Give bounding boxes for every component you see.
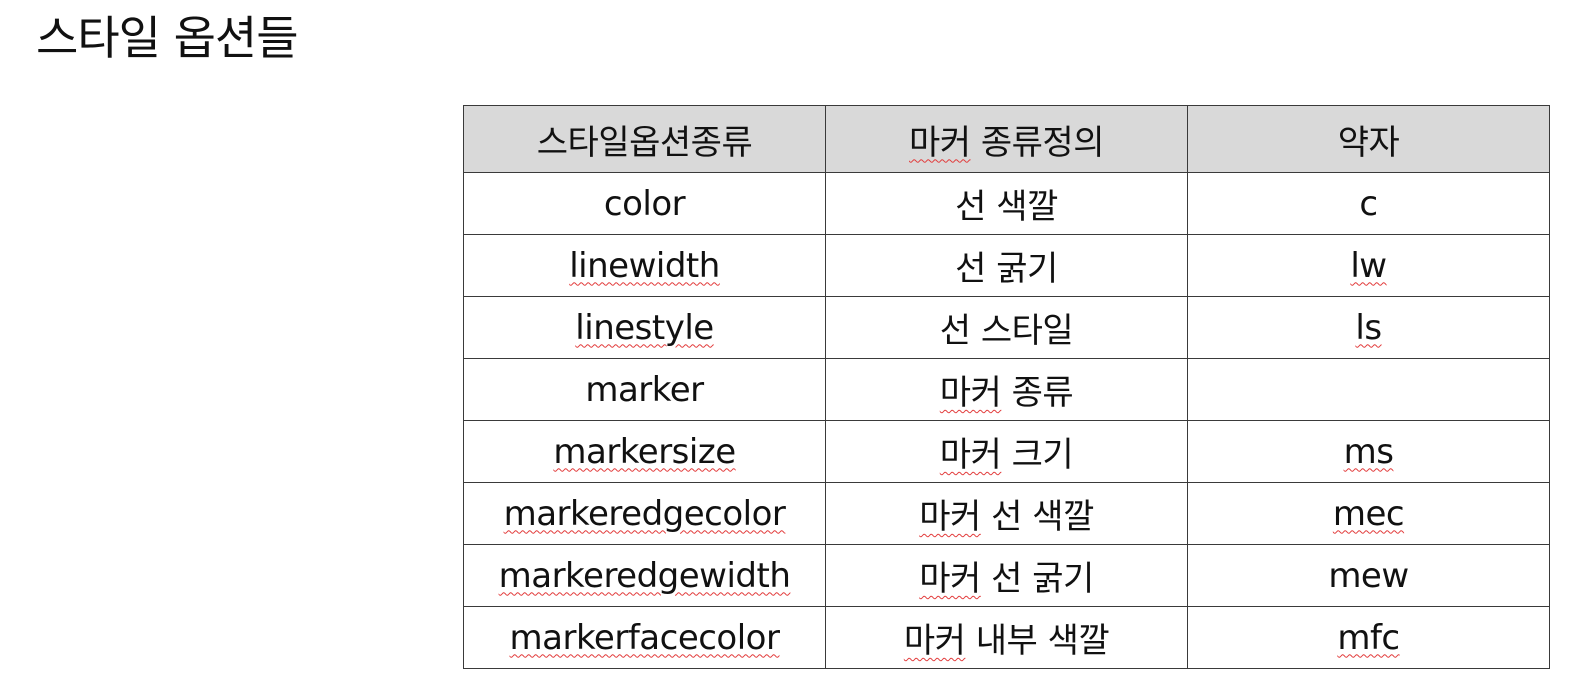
abbreviation-cell xyxy=(1187,358,1550,421)
option-name-cell: color xyxy=(463,172,826,235)
style-options-table: 스타일옵션종류 마커 종류정의 약자 color 선 색깔 c linewidt… xyxy=(463,105,1550,669)
abbreviation-cell: mew xyxy=(1187,544,1550,607)
table-row: markeredgecolor 마커 선 색깔 mec xyxy=(463,482,1550,545)
header-abbreviation: 약자 xyxy=(1187,105,1550,173)
option-name-cell: markeredgewidth xyxy=(463,544,826,607)
marker-word: 마커 xyxy=(919,497,981,537)
description-rest: 내부 색깔 xyxy=(975,621,1110,661)
description-cell: 마커 크기 xyxy=(825,420,1188,483)
abbreviation-cell: mfc xyxy=(1187,606,1550,669)
description-rest: 크기 xyxy=(1011,435,1074,475)
abbreviation-cell: ms xyxy=(1187,420,1550,483)
header-style-option-type: 스타일옵션종류 xyxy=(463,105,826,173)
description-rest: 선 색깔 xyxy=(991,497,1094,537)
marker-word: 마커 xyxy=(939,373,1002,413)
description-cell: 선 색깔 xyxy=(825,172,1188,235)
abbreviation-cell: lw xyxy=(1187,234,1550,297)
description-cell: 선 스타일 xyxy=(825,296,1188,359)
option-name-cell: linewidth xyxy=(463,234,826,297)
abbreviation-cell: c xyxy=(1187,172,1550,235)
option-name-cell: linestyle xyxy=(463,296,826,359)
description-cell: 마커 종류 xyxy=(825,358,1188,421)
table-row: linestyle 선 스타일 ls xyxy=(463,296,1550,359)
marker-word: 마커 xyxy=(903,621,966,661)
table-row: markeredgewidth 마커 선 굵기 mew xyxy=(463,544,1550,607)
description-rest: 종류 xyxy=(1011,373,1074,413)
table-row: linewidth 선 굵기 lw xyxy=(463,234,1550,297)
abbreviation-cell: ls xyxy=(1187,296,1550,359)
table-body: color 선 색깔 c linewidth 선 굵기 lw linestyle… xyxy=(463,172,1550,669)
description-cell: 선 굵기 xyxy=(825,234,1188,297)
header-marker-word: 마커 xyxy=(909,122,971,163)
option-name-cell: markersize xyxy=(463,420,826,483)
page-title: 스타일 옵션들 xyxy=(36,11,299,65)
table-row: marker 마커 종류 xyxy=(463,358,1550,421)
description-cell: 마커 선 색깔 xyxy=(825,482,1188,545)
header-marker-type-definition: 마커 종류정의 xyxy=(825,105,1188,173)
description-cell: 마커 선 굵기 xyxy=(825,544,1188,607)
marker-word: 마커 xyxy=(919,559,981,599)
option-name-cell: marker xyxy=(463,358,826,421)
description-cell: 마커 내부 색깔 xyxy=(825,606,1188,669)
option-name-cell: markeredgecolor xyxy=(463,482,826,545)
marker-word: 마커 xyxy=(939,435,1002,475)
table-row: markerfacecolor 마커 내부 색깔 mfc xyxy=(463,606,1550,669)
header-marker-type-rest: 종류정의 xyxy=(980,122,1105,163)
table-row: color 선 색깔 c xyxy=(463,172,1550,235)
description-rest: 선 굵기 xyxy=(991,559,1094,599)
option-name-cell: markerfacecolor xyxy=(463,606,826,669)
table-row: markersize 마커 크기 ms xyxy=(463,420,1550,483)
abbreviation-cell: mec xyxy=(1187,482,1550,545)
table-header: 스타일옵션종류 마커 종류정의 약자 xyxy=(463,105,1550,173)
header-row: 스타일옵션종류 마커 종류정의 약자 xyxy=(463,105,1550,173)
